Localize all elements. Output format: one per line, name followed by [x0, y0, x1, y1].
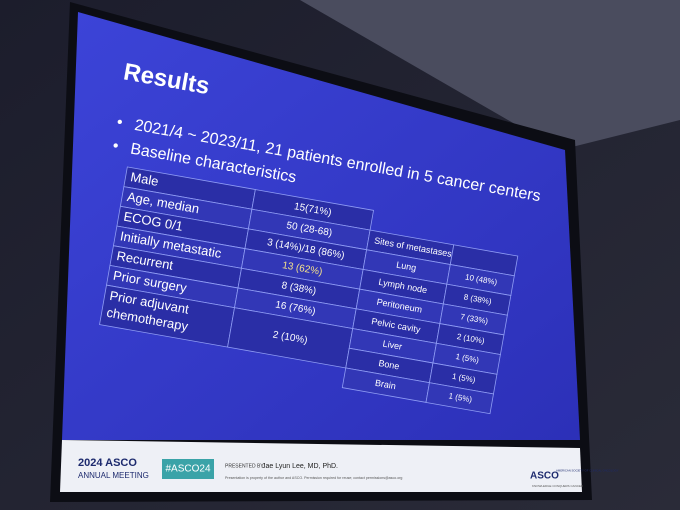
presented-by: PRESENTED BY: [225, 463, 265, 469]
hashtag: #ASCO24 [165, 464, 210, 475]
meeting-name: ANNUAL MEETING [78, 471, 149, 480]
society: AMERICAN SOCIETY OF CLINICAL ONCOLOGY [556, 469, 619, 473]
tagline: KNOWLEDGE CONQUERS CANCER [532, 484, 584, 488]
notice: Presentation is property of the author a… [225, 476, 402, 480]
hashtag-box [162, 459, 214, 479]
site-name: Bone [378, 358, 400, 372]
site-name: Brain [374, 378, 396, 391]
site-name: Liver [382, 338, 403, 351]
bullet-mark: • [111, 137, 119, 155]
site-value: 1 (5%) [448, 391, 473, 404]
meeting-year: 2024 ASCO [78, 457, 137, 469]
table-cell [425, 382, 494, 415]
row-label: Male [129, 169, 159, 189]
footer-content: 2024 ASCO ANNUAL MEETING #ASCO24 PRESENT… [78, 457, 619, 488]
bullet-mark: • [115, 114, 123, 132]
site-name: Lung [396, 260, 417, 273]
ceiling [300, 0, 680, 150]
site-value: 1 (5%) [455, 352, 480, 365]
site-value: 1 (5%) [451, 372, 476, 385]
logo: ASCO [530, 471, 559, 482]
presenter: Jae Lyun Lee, MD, PhD. [262, 463, 338, 470]
